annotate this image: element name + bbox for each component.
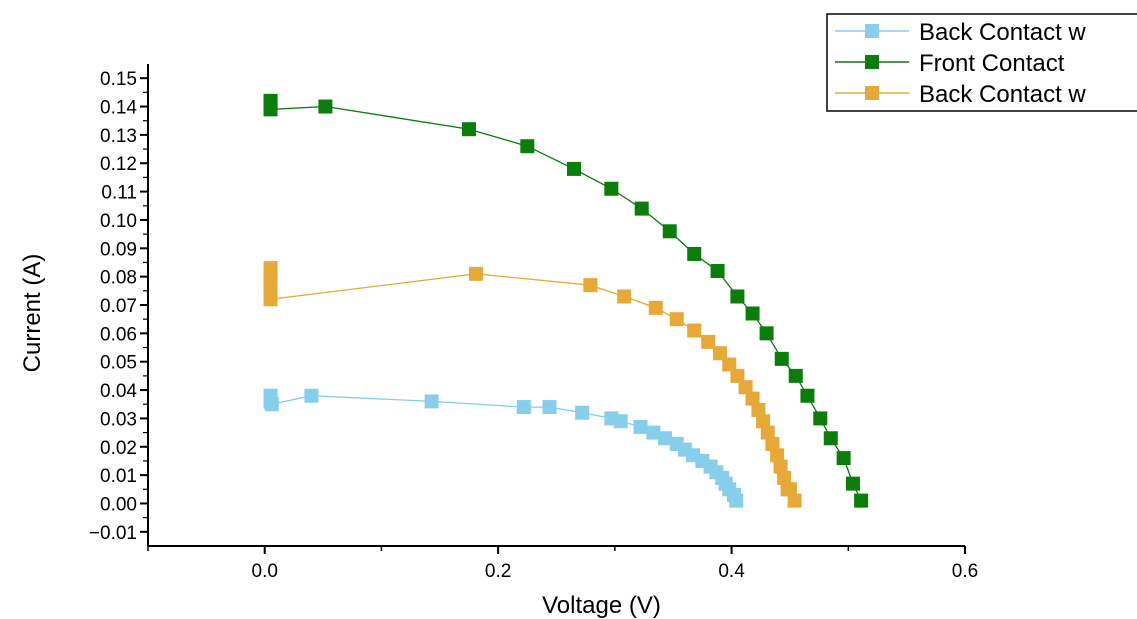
- data-point: [583, 278, 598, 293]
- legend: Back Contact w Front Contact Back Contact …: [826, 13, 1137, 112]
- data-point: [730, 368, 745, 383]
- data-point: [263, 280, 278, 295]
- data-point: [613, 414, 628, 429]
- data-point: [722, 357, 737, 372]
- y-axis-title: Current (A): [19, 254, 46, 373]
- data-point: [516, 400, 531, 415]
- x-tick-label: 0.2: [485, 561, 511, 582]
- data-point: [304, 388, 319, 403]
- y-tick-label: −0.01: [89, 523, 137, 544]
- data-point: [836, 451, 851, 466]
- data-point: [687, 323, 702, 338]
- data-point: [318, 99, 333, 114]
- data-point: [774, 351, 789, 366]
- data-point: [646, 425, 661, 440]
- data-point: [759, 326, 774, 341]
- y-tick-label: 0.04: [100, 381, 137, 402]
- y-tick-label: 0.07: [100, 296, 137, 317]
- data-point: [710, 263, 725, 278]
- x-tick-label: 0.0: [252, 561, 278, 582]
- data-point: [813, 411, 828, 426]
- y-tick-label: 0.15: [100, 69, 137, 90]
- data-point: [729, 493, 744, 508]
- y-tick-label: 0.06: [100, 324, 137, 345]
- y-tick-label: 0.08: [100, 268, 137, 289]
- data-point: [800, 388, 815, 403]
- legend-label: Front Contact: [919, 50, 1065, 77]
- data-point: [633, 419, 648, 434]
- data-point: [520, 139, 535, 154]
- data-point: [765, 436, 780, 451]
- data-point: [687, 246, 702, 261]
- data-point: [745, 391, 760, 406]
- y-tick-label: 0.10: [100, 211, 137, 232]
- data-point: [854, 493, 869, 508]
- y-tick-label: 0.13: [100, 126, 137, 147]
- data-point: [756, 414, 771, 429]
- data-point: [745, 306, 760, 321]
- data-point: [788, 368, 803, 383]
- y-tick-label: 0.14: [100, 98, 137, 119]
- data-point: [782, 482, 797, 497]
- y-tick-label: 0.12: [100, 154, 137, 175]
- legend-marker: [865, 86, 879, 100]
- y-tick-label: 0.03: [100, 409, 137, 430]
- legend-marker: [865, 24, 879, 38]
- data-point: [461, 122, 476, 137]
- y-tick-label: 0.05: [100, 353, 137, 374]
- y-tick-label: 0.02: [100, 438, 137, 459]
- data-point: [777, 470, 792, 485]
- data-point: [604, 181, 619, 196]
- data-point: [263, 102, 278, 117]
- data-point: [424, 394, 439, 409]
- data-point: [760, 425, 775, 440]
- data-point: [845, 476, 860, 491]
- data-point: [468, 266, 483, 281]
- data-point: [575, 405, 590, 420]
- legend-label: Back Contact w: [919, 19, 1086, 46]
- y-tick-label: 0.11: [101, 183, 137, 204]
- y-tick-label: 0.01: [100, 466, 137, 487]
- data-point: [634, 201, 649, 216]
- data-point: [617, 289, 632, 304]
- data-point: [662, 224, 677, 239]
- legend-label: Back Contact w: [919, 81, 1086, 108]
- series-line: [269, 395, 737, 501]
- data-point: [738, 380, 753, 395]
- data-point: [751, 402, 766, 417]
- data-point: [773, 459, 788, 474]
- series-2: [263, 93, 869, 508]
- y-tick-label: 0.00: [100, 494, 137, 515]
- data-point: [770, 448, 785, 463]
- x-tick-label: 0.6: [952, 561, 978, 582]
- legend-marker: [865, 55, 879, 69]
- data-point: [567, 161, 582, 176]
- data-point: [701, 334, 716, 349]
- data-point: [264, 397, 279, 412]
- x-tick-label: 0.4: [718, 561, 745, 582]
- data-point: [823, 431, 838, 446]
- series-1: [263, 388, 744, 508]
- data-point: [658, 431, 673, 446]
- series-3: [263, 261, 802, 508]
- data-point: [712, 346, 727, 361]
- data-point: [263, 292, 278, 307]
- data-point: [648, 300, 663, 315]
- data-point: [669, 312, 684, 327]
- x-axis-title: Voltage (V): [542, 592, 661, 619]
- data-point: [787, 493, 802, 508]
- y-tick-label: 0.09: [100, 239, 137, 260]
- data-point: [542, 400, 557, 415]
- data-point: [730, 289, 745, 304]
- plot-area: 0.0 0.2 0.4 0.6 −0.01 0.00 0.01 0.02 0.03 0.04 0.0…: [89, 64, 978, 582]
